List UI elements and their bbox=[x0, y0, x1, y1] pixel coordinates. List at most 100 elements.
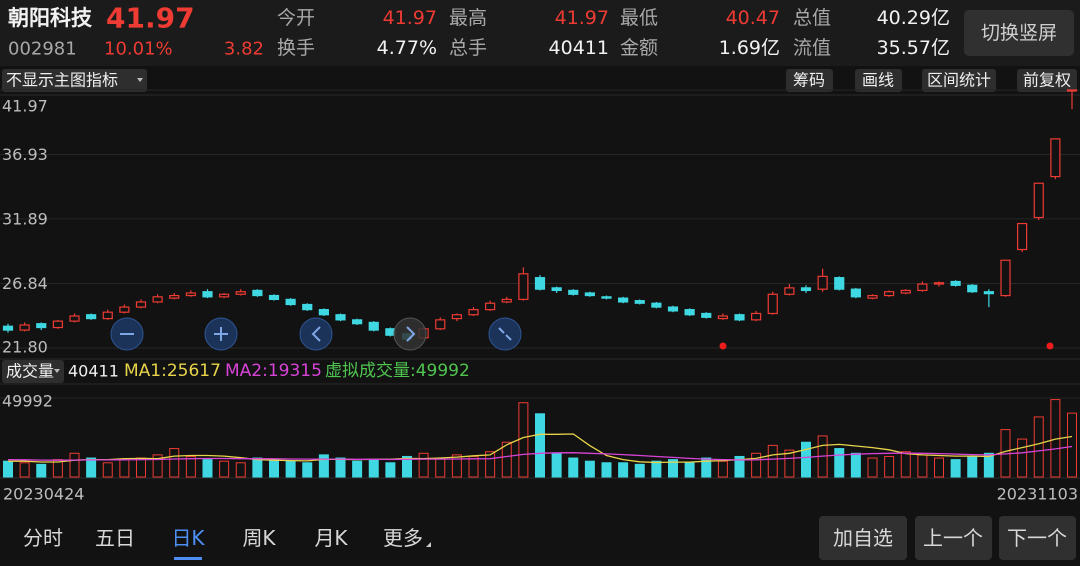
candle-body bbox=[950, 280, 961, 286]
volume-bar bbox=[485, 451, 496, 478]
volume-bar bbox=[634, 463, 645, 478]
toggle-button[interactable]: 切换竖屏 bbox=[981, 22, 1057, 44]
stock-price: 41.97 bbox=[106, 2, 195, 35]
candle-body bbox=[651, 302, 662, 308]
prev-icon[interactable] bbox=[299, 317, 333, 351]
candle-body bbox=[850, 288, 861, 298]
volume-bar bbox=[651, 460, 662, 478]
y-tick-label: 41.97 bbox=[2, 97, 48, 116]
candle-body bbox=[917, 283, 928, 292]
volume-select-bg[interactable] bbox=[2, 360, 64, 383]
stat-label: 总值 bbox=[793, 7, 831, 29]
candle-body bbox=[285, 298, 296, 306]
change-pct: 10.01% bbox=[104, 39, 173, 60]
candle-body bbox=[817, 275, 828, 290]
volume-bar bbox=[252, 457, 263, 478]
period-tab[interactable]: 更多 bbox=[383, 526, 423, 550]
volume-bar bbox=[668, 459, 678, 478]
action-button[interactable]: 加自选 bbox=[833, 526, 893, 550]
y-tick-label: 36.93 bbox=[2, 145, 48, 164]
candle-body bbox=[867, 294, 878, 299]
stat-value: 40.29亿 bbox=[877, 7, 950, 29]
stat-value: 41.97 bbox=[555, 7, 609, 29]
action-button[interactable]: 上一个 bbox=[923, 526, 983, 550]
stat-value: 4.77% bbox=[377, 37, 437, 59]
candle-body bbox=[485, 302, 496, 311]
collapse-icon[interactable] bbox=[488, 317, 522, 351]
volume-bar bbox=[402, 455, 412, 478]
action-button-bg[interactable] bbox=[819, 516, 907, 560]
period-tab[interactable]: 周K bbox=[242, 526, 276, 550]
stat-label: 金额 bbox=[620, 37, 658, 59]
period-tab[interactable]: 五日 bbox=[95, 526, 135, 550]
volume-bar bbox=[535, 413, 545, 478]
candle-body bbox=[335, 314, 346, 321]
tool-button-bg[interactable] bbox=[786, 69, 833, 92]
volume-bar bbox=[551, 452, 562, 478]
volume-bar bbox=[850, 452, 861, 478]
tool-button[interactable]: 前复权 bbox=[1023, 71, 1071, 90]
stat-value: 40411 bbox=[549, 37, 609, 59]
y-tick-label: 49992 bbox=[2, 392, 53, 411]
tool-button[interactable]: 画线 bbox=[862, 71, 894, 90]
period-tab[interactable]: 日K bbox=[171, 526, 205, 550]
action-button-bg[interactable] bbox=[999, 516, 1076, 560]
volume-bar bbox=[601, 462, 612, 478]
volume-bar bbox=[468, 455, 479, 478]
indicator-select-bg[interactable] bbox=[2, 69, 147, 92]
candle-body bbox=[318, 309, 329, 316]
stat-label: 换手 bbox=[277, 37, 315, 59]
y-tick-label: 21.80 bbox=[2, 338, 48, 357]
candle-body bbox=[152, 296, 163, 303]
volume-bar bbox=[834, 448, 845, 478]
volume-bar bbox=[202, 459, 213, 478]
candle-body bbox=[584, 292, 595, 297]
action-button[interactable]: 下一个 bbox=[1007, 526, 1067, 550]
volume-bar bbox=[784, 449, 795, 478]
volume-current: 40411 bbox=[68, 362, 119, 381]
y-tick-label: 26.84 bbox=[2, 274, 48, 293]
next-icon[interactable] bbox=[393, 317, 427, 351]
stat-label: 总手 bbox=[449, 37, 487, 59]
candle-body bbox=[568, 289, 579, 295]
period-tab[interactable]: 分时 bbox=[23, 526, 63, 550]
ma-line bbox=[8, 433, 1073, 464]
tool-button[interactable]: 筹码 bbox=[793, 71, 825, 90]
volume-bar bbox=[1017, 438, 1028, 478]
action-button-bg[interactable] bbox=[915, 516, 992, 560]
legend-entry: MA2:19315 bbox=[225, 361, 322, 381]
tool-button-bg[interactable] bbox=[1017, 69, 1077, 92]
x-tick-label: 20230424 bbox=[3, 485, 84, 504]
volume-bar bbox=[1067, 412, 1077, 478]
volume-bar bbox=[152, 454, 163, 478]
indicator-select[interactable]: 不显示主图指标 bbox=[6, 71, 118, 90]
candle-body bbox=[451, 314, 462, 320]
candle-body bbox=[1050, 138, 1061, 178]
candle-body bbox=[119, 306, 130, 313]
candle-body bbox=[52, 320, 63, 329]
volume-bar bbox=[86, 457, 97, 478]
candle-body bbox=[501, 298, 512, 303]
tool-button-bg[interactable] bbox=[922, 69, 996, 92]
candle-body bbox=[169, 294, 180, 299]
volume-select[interactable]: 成交量 bbox=[6, 362, 54, 381]
toggle-button-bg[interactable] bbox=[964, 10, 1074, 56]
candle-body bbox=[967, 284, 978, 293]
candle-body bbox=[751, 312, 762, 321]
volume-bar bbox=[568, 457, 579, 478]
tool-button-bg[interactable] bbox=[855, 69, 902, 92]
stat-value: 35.57亿 bbox=[877, 37, 950, 59]
stat-label: 流值 bbox=[793, 37, 831, 59]
candle-chart: 41.97 36.93 31.89 26.84 21.80 bbox=[0, 89, 1080, 357]
volume-bar bbox=[219, 460, 230, 478]
candle-body bbox=[219, 293, 230, 298]
candle-body bbox=[784, 287, 795, 295]
candle-body bbox=[834, 277, 845, 290]
volume-bar bbox=[751, 452, 762, 478]
period-tab[interactable]: 月K bbox=[314, 526, 348, 550]
tool-button[interactable]: 区间统计 bbox=[927, 71, 991, 90]
chart-nav-icons bbox=[110, 317, 522, 351]
candle-body bbox=[1066, 89, 1078, 92]
